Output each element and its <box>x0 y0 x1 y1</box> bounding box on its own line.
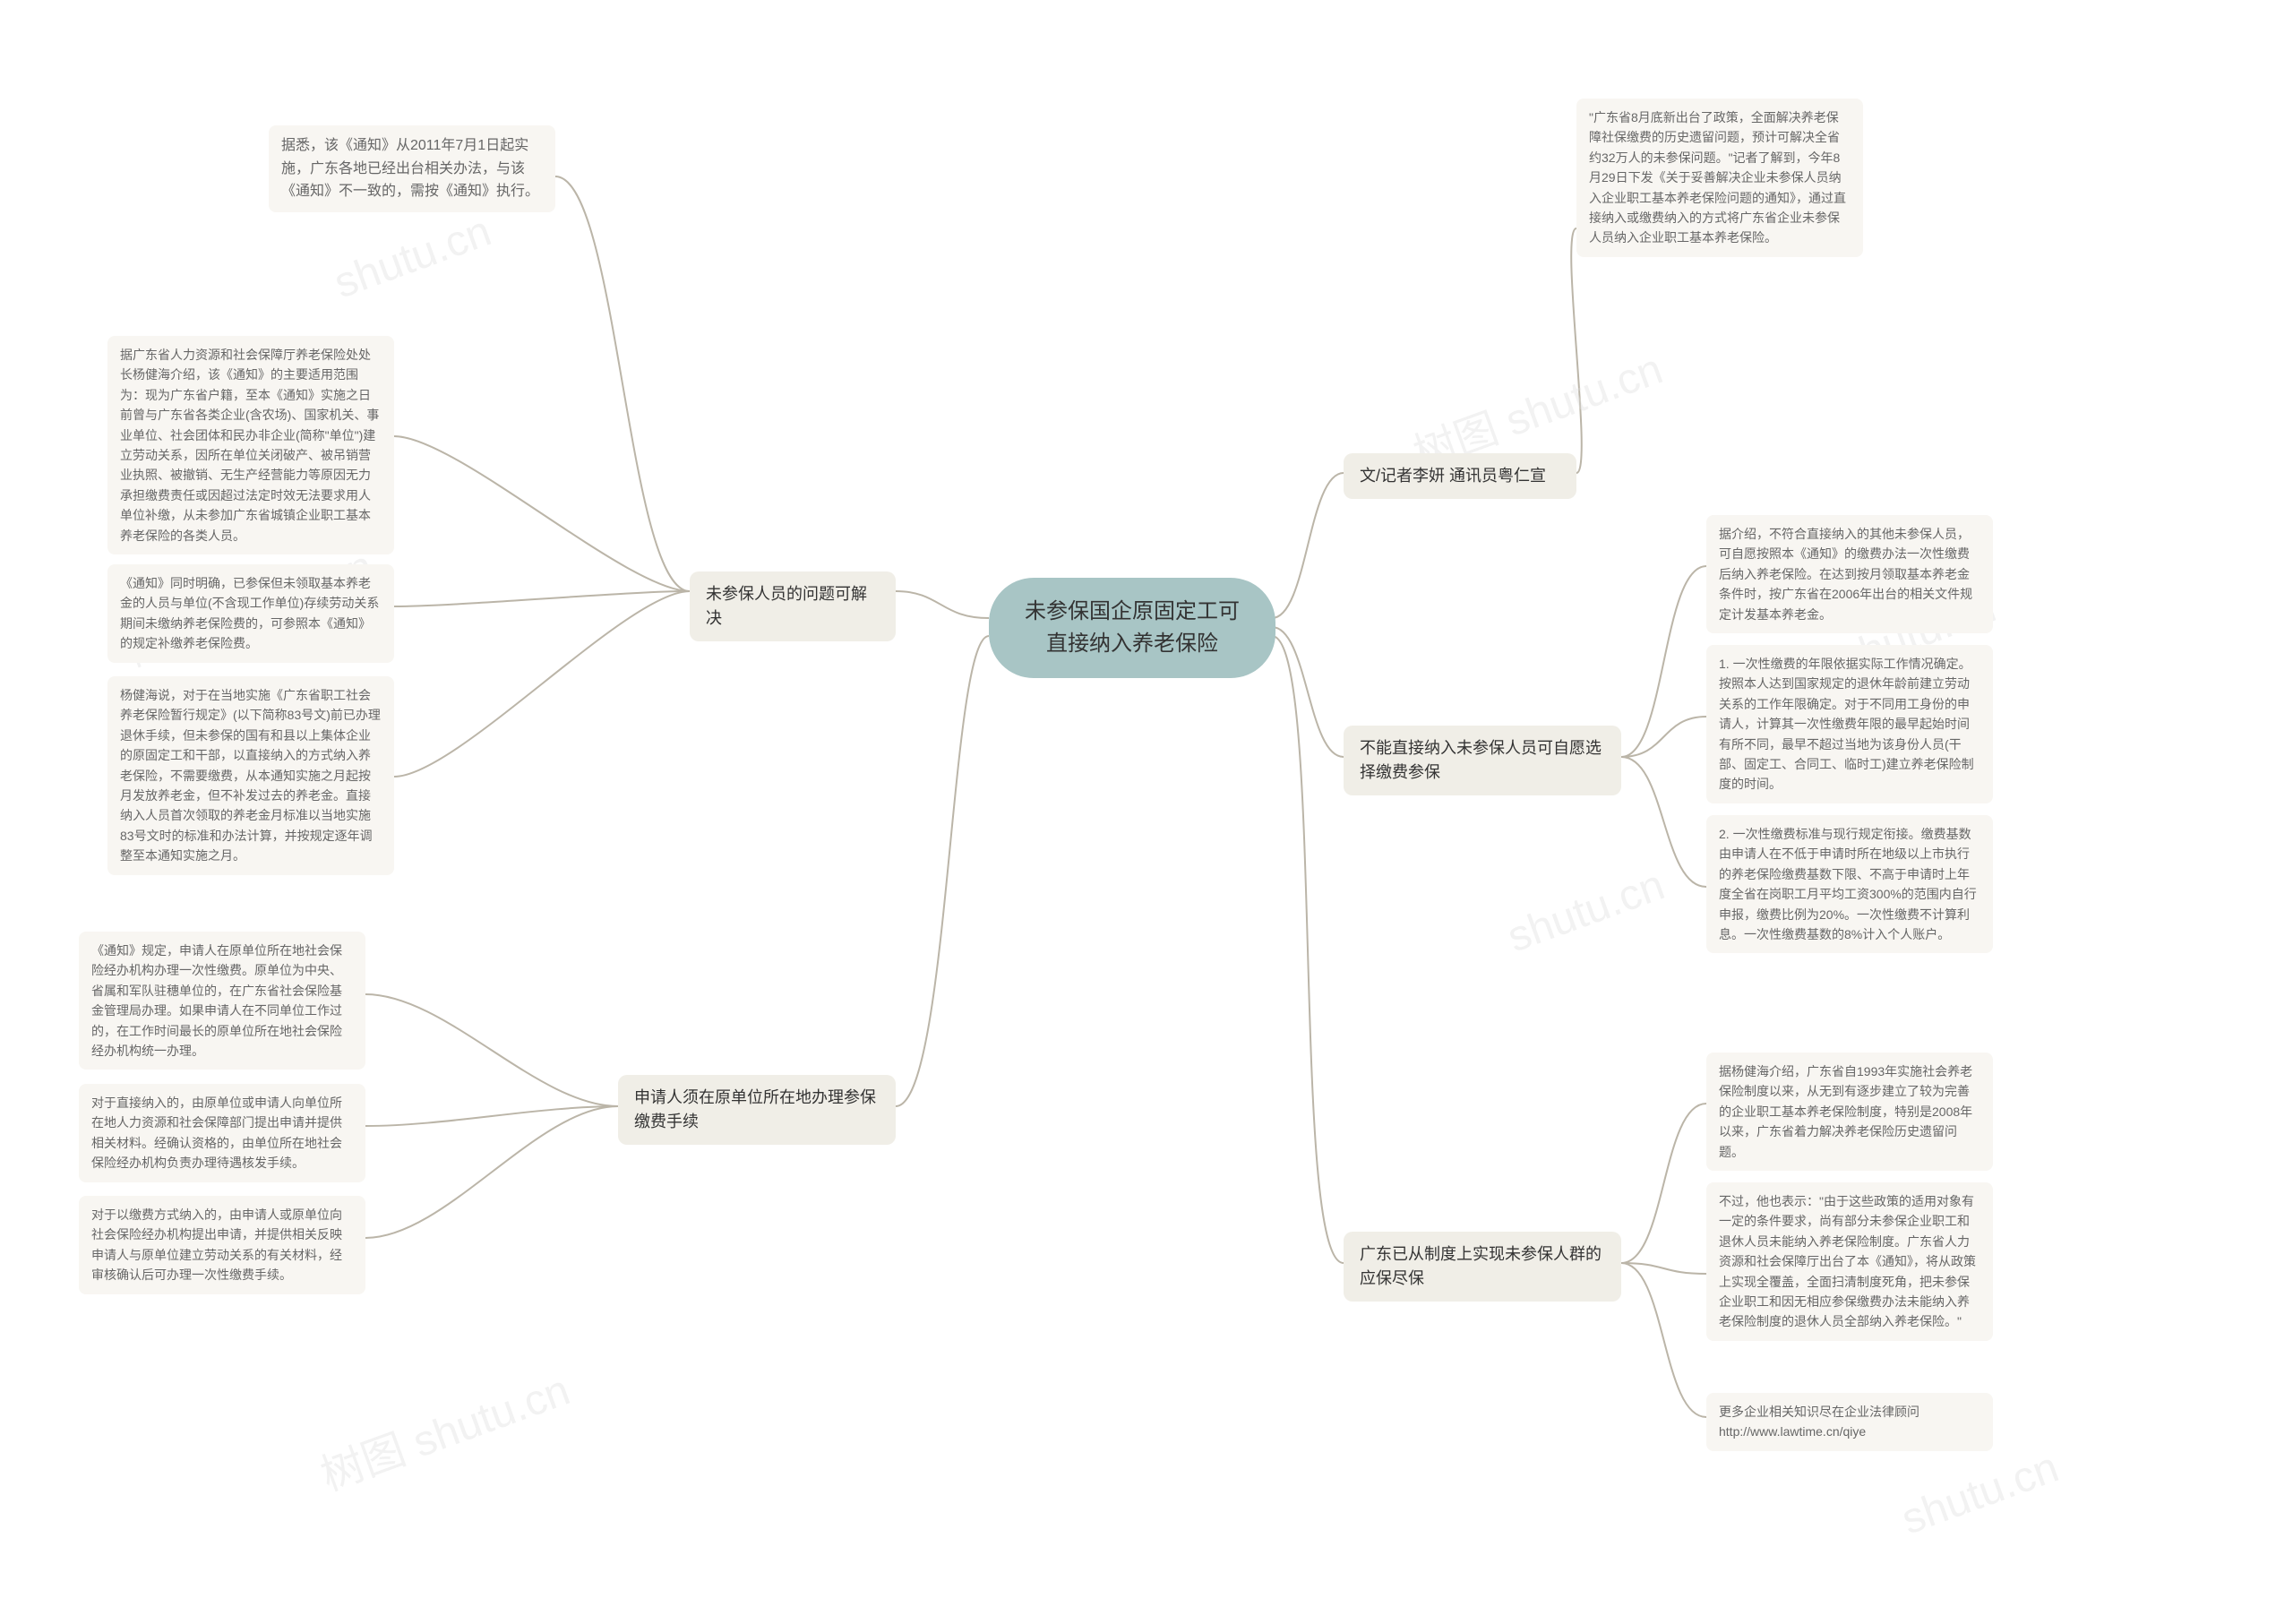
leaf-l1-3: 《通知》同时明确，已参保但未领取基本养老金的人员与单位(不含现工作单位)存续劳动… <box>107 564 394 663</box>
leaf-r3-1: 据杨健海介绍，广东省自1993年实施社会养老保险制度以来，从无到有逐步建立了较为… <box>1706 1053 1993 1171</box>
conn-r2-2 <box>1621 717 1706 757</box>
center-node[interactable]: 未参保国企原固定工可直接纳入养老保险 <box>989 578 1275 678</box>
watermark-7: shutu.cn <box>1895 1443 2065 1545</box>
watermark-5: shutu.cn <box>1501 861 1670 963</box>
leaf-l1-1: 据悉，该《通知》从2011年7月1日起实施，广东各地已经出台相关办法，与该《通知… <box>269 125 555 212</box>
conn-r2 <box>1272 627 1344 757</box>
conn-r2-1 <box>1621 566 1706 757</box>
leaf-r2-2: 1. 一次性缴费的年限依据实际工作情况确定。按照本人达到国家规定的退休年龄前建立… <box>1706 645 1993 803</box>
conn-r3-1 <box>1621 1104 1706 1263</box>
watermark-1: shutu.cn <box>328 207 497 309</box>
watermark-6: 树图 shutu.cn <box>311 1354 577 1502</box>
conn-r2-3 <box>1621 757 1706 887</box>
conn-l2-2 <box>365 1106 618 1126</box>
branch-l2[interactable]: 申请人须在原单位所在地办理参保缴费手续 <box>618 1075 896 1145</box>
branch-r2[interactable]: 不能直接纳入未参保人员可自愿选择缴费参保 <box>1344 726 1621 795</box>
conn-l1-3 <box>394 591 690 606</box>
conn-r1-1 <box>1571 228 1582 473</box>
conn-r3-3 <box>1621 1263 1706 1417</box>
leaf-l2-3: 对于以缴费方式纳入的，由申请人或原单位向社会保险经办机构提出申请，并提供相关反映… <box>79 1196 365 1294</box>
leaf-r3-2: 不过，他也表示："由于这些政策的适用对象有一定的条件要求，尚有部分未参保企业职工… <box>1706 1182 1993 1341</box>
leaf-l2-1: 《通知》规定，申请人在原单位所在地社会保险经办机构办理一次性缴费。原单位为中央、… <box>79 932 365 1070</box>
branch-r3[interactable]: 广东已从制度上实现未参保人群的应保尽保 <box>1344 1232 1621 1302</box>
leaf-l1-2: 据广东省人力资源和社会保障厅养老保险处处长杨健海介绍，该《通知》的主要适用范围为… <box>107 336 394 554</box>
conn-r1 <box>1272 473 1344 618</box>
branch-l1[interactable]: 未参保人员的问题可解决 <box>690 571 896 641</box>
conn-l1-2 <box>394 436 690 591</box>
conn-l2-3 <box>365 1106 618 1238</box>
leaf-r2-3: 2. 一次性缴费标准与现行规定衔接。缴费基数由申请人在不低于申请时所在地级以上市… <box>1706 815 1993 953</box>
branch-r1[interactable]: 文/记者李妍 通讯员粤仁宣 <box>1344 453 1576 499</box>
conn-l1-4 <box>394 591 690 777</box>
leaf-l2-2: 对于直接纳入的，由原单位或申请人向单位所在地人力资源和社会保障部门提出申请并提供… <box>79 1084 365 1182</box>
leaf-r1-1: "广东省8月底新出台了政策，全面解决养老保障社保缴费的历史遗留问题，预计可解决全… <box>1576 99 1863 257</box>
leaf-r3-3: 更多企业相关知识尽在企业法律顾问http://www.lawtime.cn/qi… <box>1706 1393 1993 1451</box>
conn-l1 <box>896 591 989 618</box>
conn-l2-1 <box>365 994 618 1106</box>
conn-r3 <box>1272 636 1344 1263</box>
leaf-l1-4: 杨健海说，对于在当地实施《广东省职工社会养老保险暂行规定》(以下简称83号文)前… <box>107 676 394 875</box>
conn-l1-1 <box>555 176 690 591</box>
conn-r3-2 <box>1621 1263 1706 1274</box>
leaf-r2-1: 据介绍，不符合直接纳入的其他未参保人员，可自愿按照本《通知》的缴费办法一次性缴费… <box>1706 515 1993 633</box>
conn-l2 <box>896 636 989 1106</box>
